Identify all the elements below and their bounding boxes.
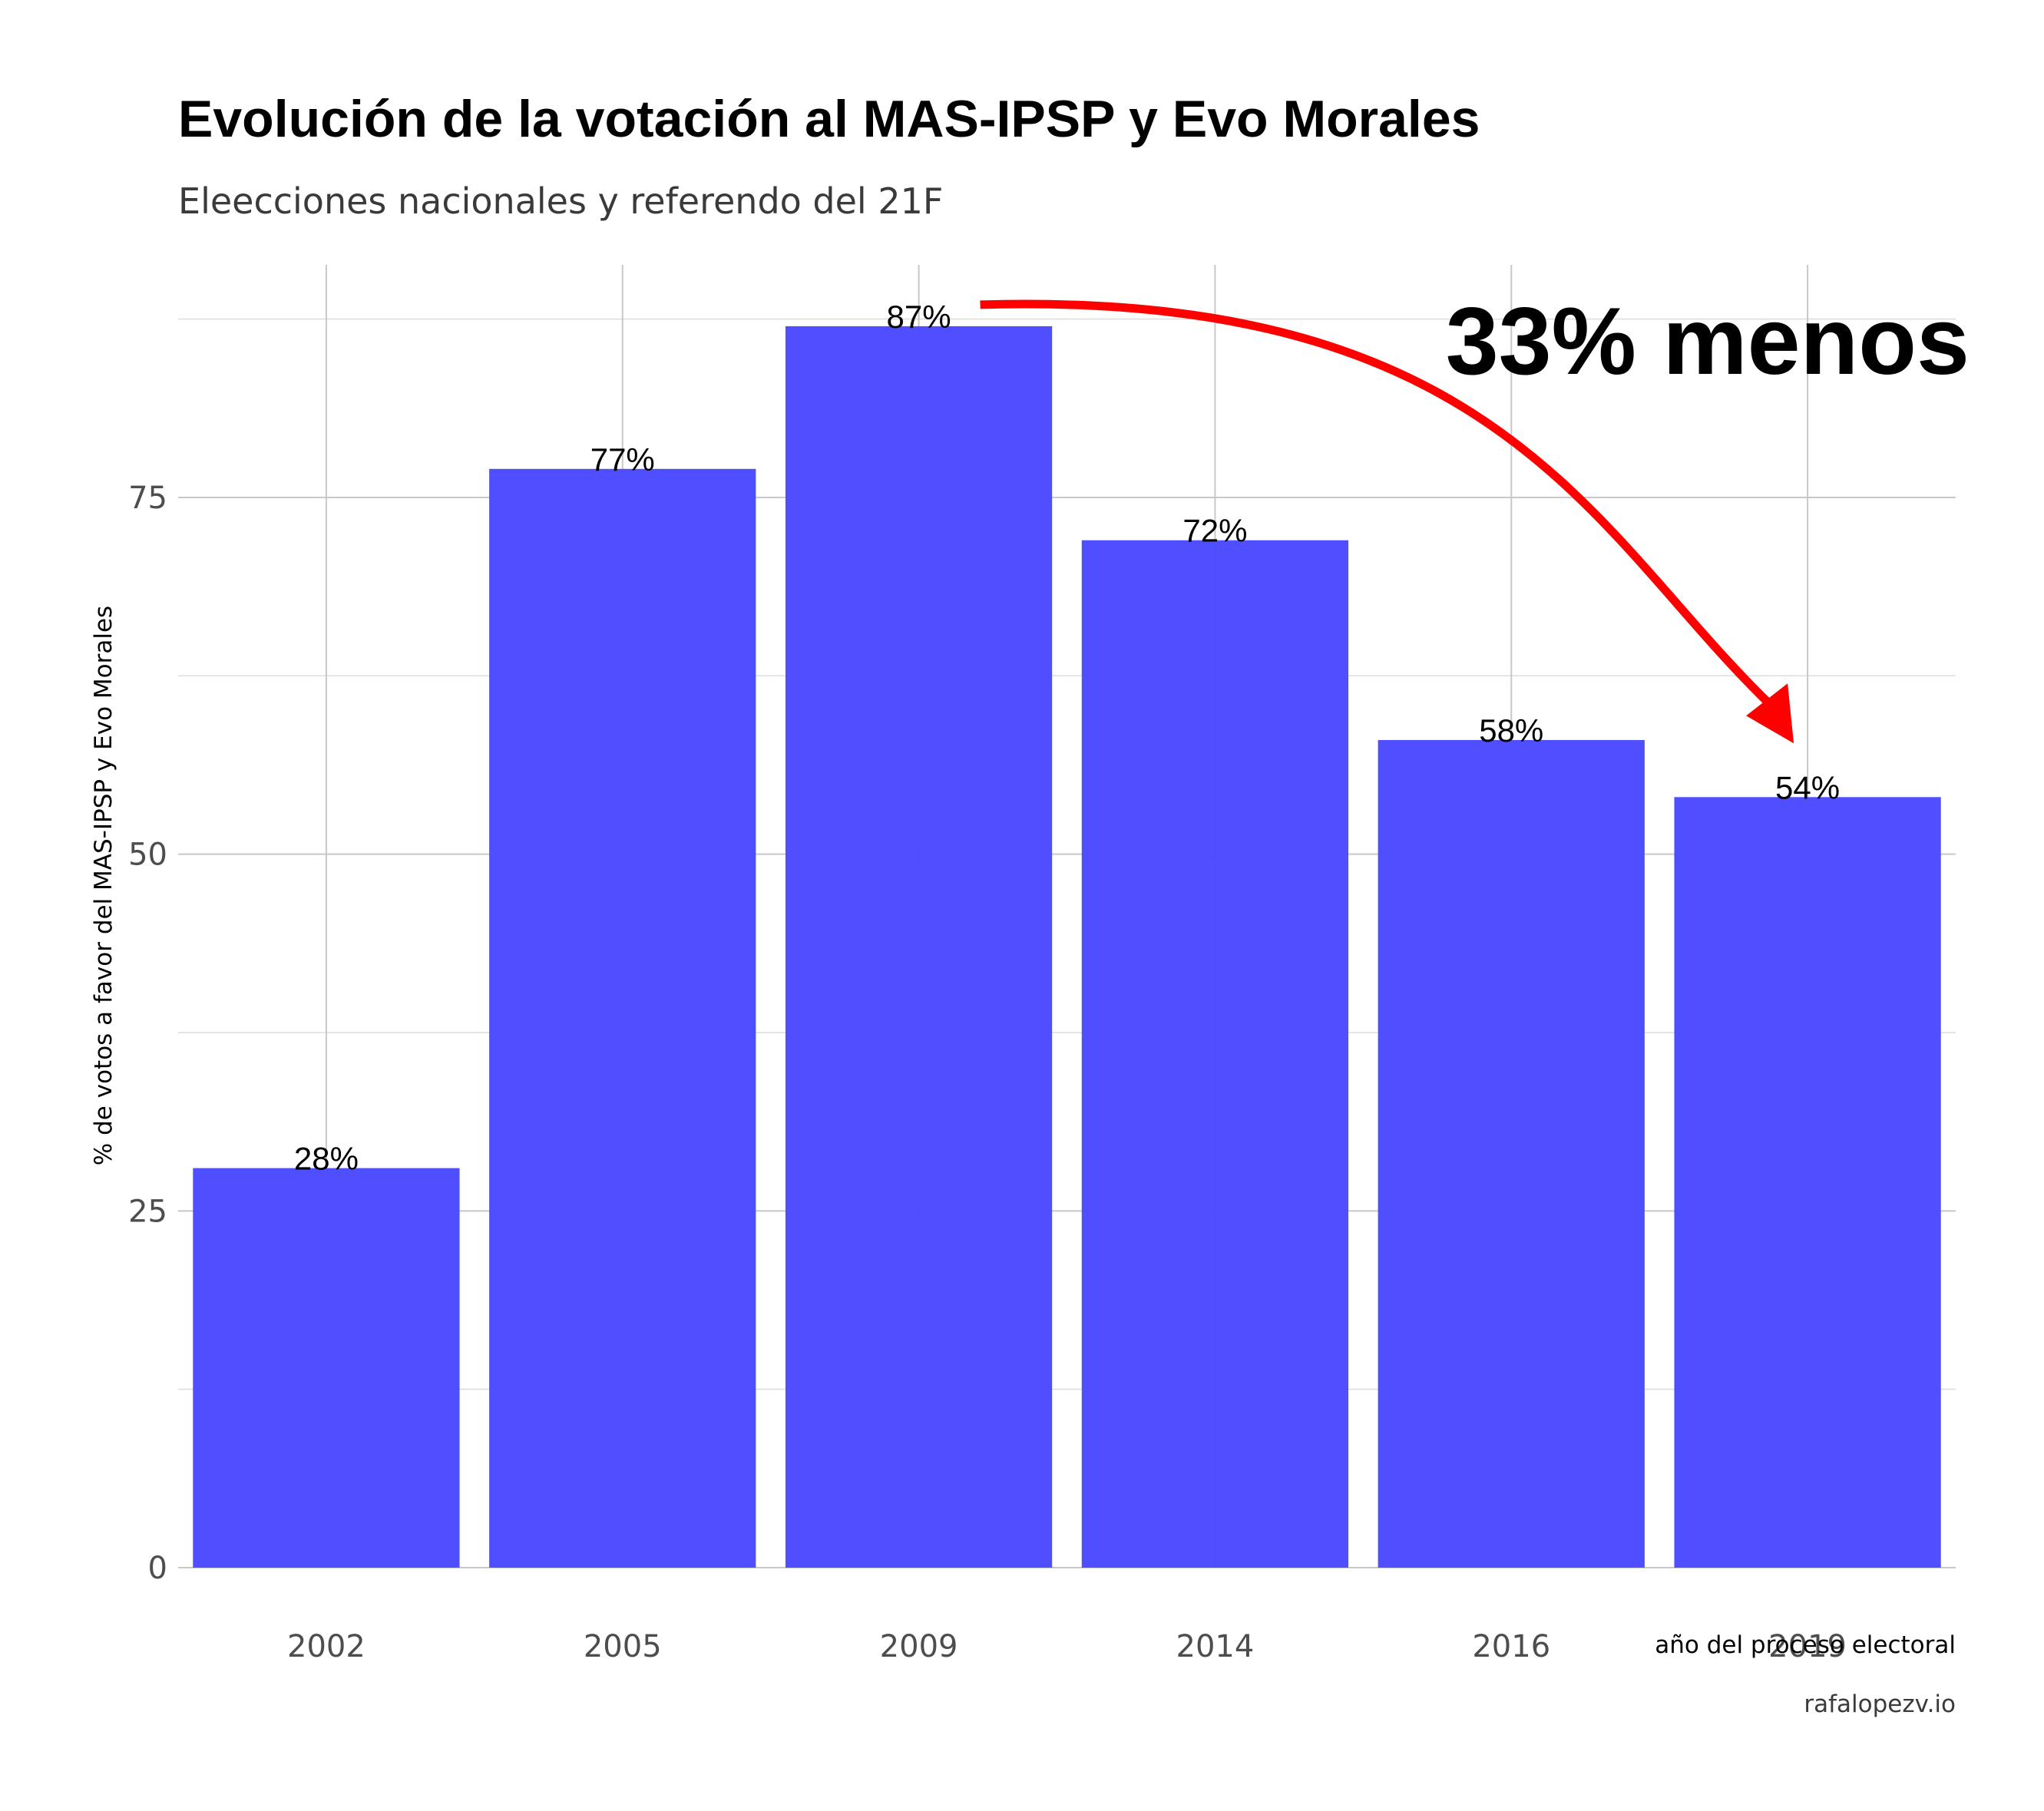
x-tick-label: 2014 (1176, 1629, 1255, 1664)
bar-2019 (1674, 797, 1941, 1568)
bar-2014 (1081, 540, 1349, 1568)
chart-title: Evolución de la votación al MAS-IPSP y E… (178, 90, 1480, 148)
data-label-2009: 87% (887, 299, 951, 335)
data-label-2014: 72% (1182, 513, 1247, 549)
data-label-2016: 58% (1479, 712, 1543, 749)
bars (193, 326, 1941, 1568)
data-label-2019: 54% (1775, 769, 1840, 805)
x-axis-ticks: 2002 2005 2009 2014 2016 2019 (287, 1629, 1847, 1664)
y-tick-label: 75 (128, 481, 167, 516)
data-label-2005: 77% (590, 441, 655, 478)
data-labels: 28% 77% 87% 72% 58% 54% (294, 299, 1840, 1177)
bar-2016 (1378, 739, 1645, 1568)
y-axis-ticks: 0 25 50 75 (128, 481, 167, 1586)
data-label-2002: 28% (294, 1141, 359, 1177)
y-axis-title: % de votos a favor del MAS-IPSP y Evo Mo… (90, 606, 117, 1165)
x-tick-label: 2002 (287, 1629, 365, 1664)
x-axis-title: año del proceso electoral (1655, 1631, 1956, 1659)
x-tick-label: 2005 (584, 1629, 662, 1664)
y-tick-label: 25 (128, 1194, 167, 1229)
chart-caption: rafalopezv.io (1804, 1690, 1956, 1718)
annotation-text: 33% menos (1446, 289, 1970, 395)
x-tick-label: 2009 (880, 1629, 958, 1664)
bar-2005 (489, 468, 756, 1568)
chart-subtitle: Eleecciones nacionales y referendo del 2… (178, 180, 943, 222)
x-tick-label: 2019 (1768, 1629, 1847, 1664)
annotation-arrow (980, 299, 1774, 709)
bar-2002 (193, 1168, 460, 1568)
bar-2009 (785, 326, 1053, 1568)
y-tick-label: 50 (128, 838, 167, 873)
x-tick-label: 2016 (1472, 1629, 1550, 1664)
y-tick-label: 0 (148, 1551, 167, 1586)
annotation-arrowhead (1746, 683, 1794, 744)
